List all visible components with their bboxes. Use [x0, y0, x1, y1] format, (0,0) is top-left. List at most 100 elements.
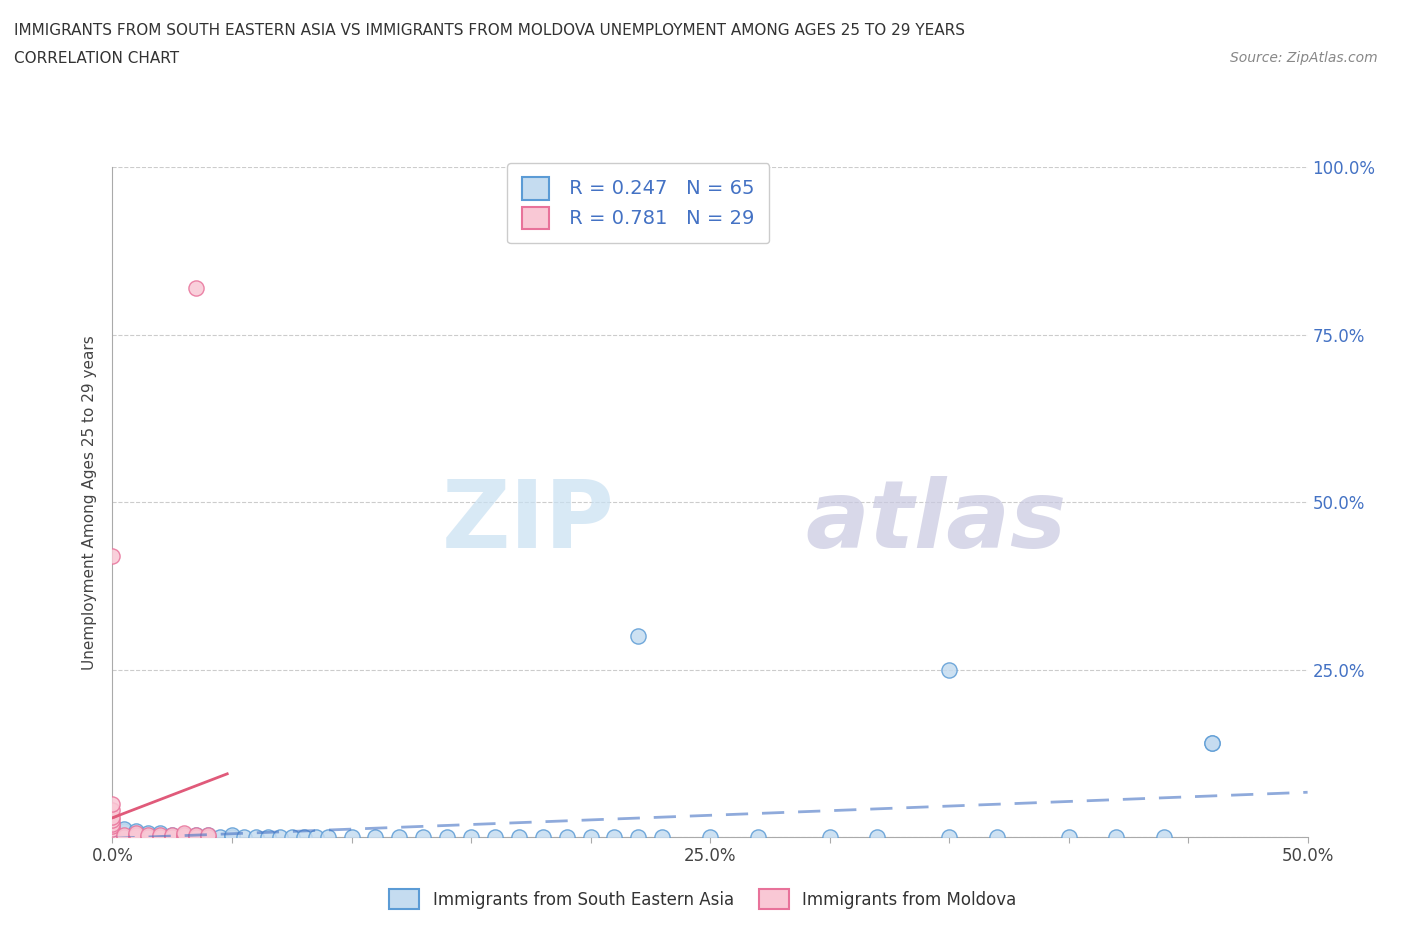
Point: [173, 830, 195, 844]
Point: [149, 830, 172, 844]
Legend: Immigrants from South Eastern Asia, Immigrants from Moldova: Immigrants from South Eastern Asia, Immi…: [381, 881, 1025, 917]
Point: [197, 828, 219, 843]
Text: CORRELATION CHART: CORRELATION CHART: [14, 51, 179, 66]
Point: [101, 824, 124, 839]
Y-axis label: Unemployment Among Ages 25 to 29 years: Unemployment Among Ages 25 to 29 years: [82, 335, 97, 670]
Point: [651, 830, 673, 844]
Point: [101, 821, 124, 836]
Point: [101, 828, 124, 843]
Point: [699, 830, 721, 844]
Point: [173, 828, 195, 843]
Point: [125, 830, 148, 844]
Point: [125, 830, 148, 844]
Point: [186, 828, 208, 843]
Point: [101, 809, 124, 824]
Point: [138, 830, 160, 844]
Point: [149, 828, 172, 843]
Point: [484, 830, 506, 844]
Point: [149, 826, 172, 841]
Point: [197, 830, 219, 844]
Point: [138, 830, 160, 844]
Point: [125, 826, 148, 841]
Point: [149, 828, 172, 843]
Point: [186, 830, 208, 844]
Point: [114, 828, 135, 843]
Point: [101, 828, 124, 843]
Point: [186, 830, 208, 844]
Point: [304, 830, 326, 844]
Point: [125, 828, 148, 843]
Point: [186, 828, 208, 843]
Point: [340, 830, 363, 844]
Point: [1201, 736, 1223, 751]
Point: [149, 830, 172, 844]
Point: [101, 821, 124, 836]
Point: [101, 817, 124, 831]
Point: [1105, 830, 1128, 844]
Point: [292, 830, 315, 844]
Point: [938, 830, 960, 844]
Point: [125, 828, 148, 843]
Text: Source: ZipAtlas.com: Source: ZipAtlas.com: [1230, 51, 1378, 65]
Point: [1153, 830, 1175, 844]
Point: [114, 830, 135, 844]
Point: [101, 803, 124, 817]
Point: [579, 830, 602, 844]
Point: [101, 830, 124, 844]
Point: [436, 830, 458, 844]
Point: [508, 830, 530, 844]
Point: [101, 549, 124, 564]
Point: [101, 826, 124, 841]
Point: [197, 828, 219, 843]
Point: [197, 830, 219, 844]
Legend:  R = 0.247   N = 65,  R = 0.781   N = 29: R = 0.247 N = 65, R = 0.781 N = 29: [508, 163, 769, 244]
Point: [555, 830, 578, 844]
Point: [232, 830, 256, 844]
Point: [162, 830, 183, 844]
Point: [114, 821, 135, 836]
Point: [125, 824, 148, 839]
Point: [186, 281, 208, 296]
Point: [138, 826, 160, 841]
Point: [747, 830, 769, 844]
Point: [162, 830, 183, 844]
Point: [114, 824, 135, 839]
Point: [101, 817, 124, 831]
Text: ZIP: ZIP: [441, 476, 614, 568]
Text: atlas: atlas: [806, 476, 1067, 568]
Point: [101, 796, 124, 811]
Point: [114, 830, 135, 844]
Point: [531, 830, 554, 844]
Point: [603, 830, 626, 844]
Point: [460, 830, 482, 844]
Point: [1201, 736, 1223, 751]
Point: [101, 813, 124, 828]
Point: [316, 830, 339, 844]
Point: [138, 828, 160, 843]
Point: [101, 819, 124, 834]
Point: [388, 830, 411, 844]
Point: [101, 830, 124, 844]
Point: [173, 826, 195, 841]
Point: [173, 828, 195, 843]
Point: [269, 830, 291, 844]
Point: [101, 824, 124, 839]
Point: [818, 830, 841, 844]
Point: [221, 830, 243, 844]
Point: [245, 830, 267, 844]
Point: [627, 629, 650, 644]
Point: [173, 830, 195, 844]
Point: [627, 830, 650, 844]
Point: [364, 830, 387, 844]
Point: [412, 830, 434, 844]
Point: [162, 828, 183, 843]
Point: [138, 828, 160, 843]
Point: [162, 828, 183, 843]
Text: IMMIGRANTS FROM SOUTH EASTERN ASIA VS IMMIGRANTS FROM MOLDOVA UNEMPLOYMENT AMONG: IMMIGRANTS FROM SOUTH EASTERN ASIA VS IM…: [14, 23, 965, 38]
Point: [114, 826, 135, 841]
Point: [938, 662, 960, 677]
Point: [1057, 830, 1080, 844]
Point: [101, 826, 124, 841]
Point: [125, 826, 148, 841]
Point: [281, 830, 304, 844]
